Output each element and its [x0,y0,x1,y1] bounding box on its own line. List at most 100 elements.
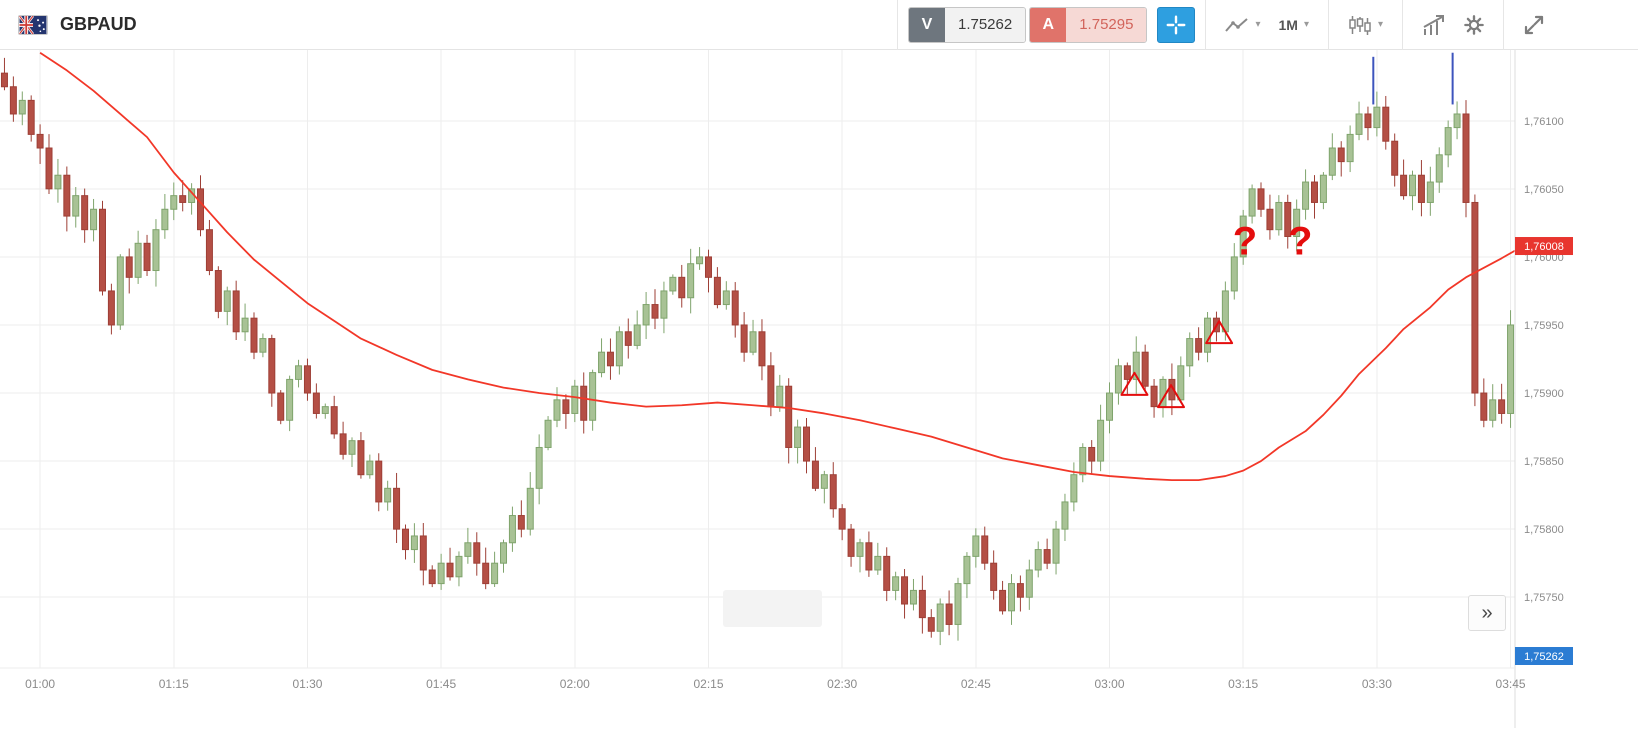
candle [1266,194,1274,240]
candle [642,291,650,340]
time-tick-label: 02:30 [827,677,857,691]
buy-price: 1.75295 [1066,7,1147,42]
price-tags-layer: 1,76008 1,75262 [1515,237,1573,665]
candle [1034,541,1042,578]
candle [1462,100,1470,218]
moving-average-line [39,51,1517,482]
candle [1150,379,1158,418]
candle [303,358,311,401]
candle [1293,199,1301,252]
candle [205,219,213,276]
timeframe-dropdown[interactable]: 1M ▾ [1269,7,1317,43]
price-chart[interactable]: 01:00 01:15 01:30 01:45 02:00 02:15 02:30 02:45… [0,50,1638,728]
chart-area[interactable]: 01:00 01:15 01:30 01:45 02:00 02:15 02:30 02:45… [0,50,1638,728]
candle [1016,575,1024,612]
candle [419,523,427,586]
candle [1195,327,1203,361]
candle [517,500,525,538]
candle [1043,538,1051,570]
candle [1409,170,1417,211]
moving-average-polyline[interactable] [39,51,1517,482]
candle [250,312,258,360]
triangle-annotation[interactable] [1157,384,1186,409]
chart-type-dropdown[interactable]: ▾ [1339,7,1392,43]
line-style-dropdown[interactable]: ▾ [1216,7,1269,43]
logo-watermark [723,590,822,627]
candle [1435,147,1443,193]
question-mark-annotation[interactable]: ? [1288,220,1312,264]
candle [838,504,846,541]
crosshair-button[interactable] [1157,6,1196,43]
candle [134,230,142,284]
time-tick-label: 03:30 [1362,677,1392,691]
candle [357,432,365,479]
candle [375,453,383,512]
candle [321,403,329,419]
candle [1097,404,1105,472]
candle [544,416,552,451]
candle [401,524,409,560]
buy-button[interactable]: A 1.75295 [1029,6,1148,43]
candle [927,609,935,638]
candle [1328,133,1336,181]
triangle-annotation[interactable] [1205,320,1234,345]
candle [696,247,704,270]
candle [526,472,534,536]
candle [660,281,668,334]
annotations-layer: ?? [1120,52,1454,409]
candle [1355,101,1363,141]
candle [428,565,436,588]
candle [1400,159,1408,200]
candle [990,550,998,600]
candle [562,394,570,429]
candle [1257,182,1265,217]
candle [1453,101,1461,140]
candle [794,419,802,464]
candle [1337,141,1345,177]
candle [410,523,418,563]
candle [999,580,1007,615]
gear-icon [1464,14,1484,35]
fullscreen-button[interactable] [1514,7,1554,43]
candle [508,506,516,552]
candle [312,383,320,419]
sell-button[interactable]: V 1.75262 [907,6,1027,43]
candle [722,281,730,310]
candle [918,575,926,634]
candle [1275,195,1283,236]
chart-header: GBPAUD V 1.75262 A 1.75295 [0,0,1638,50]
candle [874,542,882,575]
settings-button[interactable] [1455,7,1493,43]
candle [1319,172,1327,210]
triangle-annotation[interactable] [1120,371,1149,396]
indicators-button[interactable] [1413,7,1455,43]
scroll-to-latest-button[interactable]: » [1468,595,1506,631]
axis-background [0,50,1638,728]
candle [482,547,490,590]
candle [615,326,623,375]
candle [1498,383,1506,424]
candle [170,182,178,221]
candle [749,319,757,356]
candle [1070,462,1078,512]
candle [963,552,971,599]
sell-badge: V [908,7,945,42]
candle [1177,356,1185,403]
candle [393,472,401,543]
candle [909,578,917,611]
question-mark-annotation[interactable]: ? [1233,220,1257,264]
candle [232,280,240,341]
candle [268,334,276,407]
candle [981,526,989,570]
candle [1123,362,1131,396]
time-tick-label: 02:15 [693,677,723,691]
price-tick-label: 1,75900 [1524,388,1564,400]
candle [606,338,614,380]
candle [1391,133,1399,187]
candle [865,531,873,577]
candle [571,379,579,423]
candle [785,378,793,464]
candle [580,372,588,434]
time-tick-label: 01:30 [292,677,322,691]
